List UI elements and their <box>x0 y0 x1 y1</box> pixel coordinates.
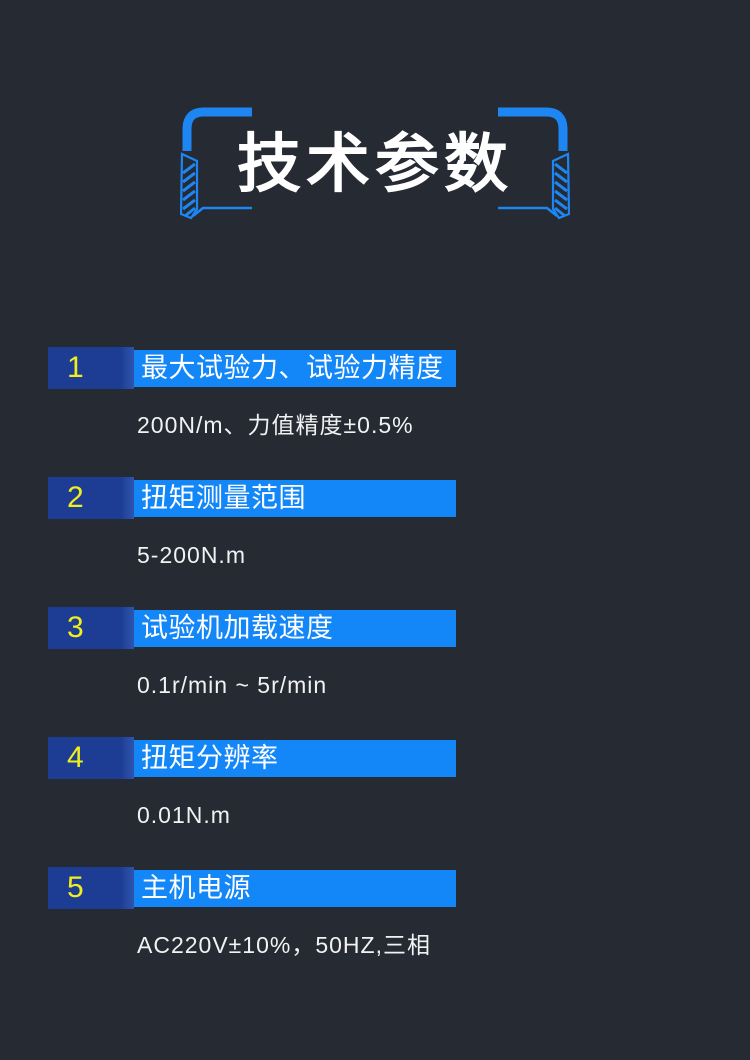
parameter-name-bar: 主机电源 <box>134 869 456 907</box>
title-bracket-left-icon <box>180 107 252 220</box>
parameter-number: 2 <box>48 477 134 519</box>
parameter-number: 3 <box>48 607 134 649</box>
parameter-value: 0.1r/min ~ 5r/min <box>137 672 328 698</box>
parameter-number: 5 <box>48 867 134 909</box>
parameter-name-bar: 扭矩分辨率 <box>134 739 456 777</box>
parameter-header: 3 试验机加载速度 <box>48 607 456 649</box>
parameter-list: 1 最大试验力、试验力精度 200N/m、力值精度±0.5% 2 扭矩测量范围 … <box>48 347 708 997</box>
parameter-row: 2 扭矩测量范围 5-200N.m <box>48 477 708 568</box>
parameter-number: 1 <box>48 347 134 389</box>
parameter-number: 4 <box>48 737 134 779</box>
parameter-name-bar: 扭矩测量范围 <box>134 479 456 517</box>
parameter-value: 200N/m、力值精度±0.5% <box>137 412 414 438</box>
parameter-header: 1 最大试验力、试验力精度 <box>48 347 456 389</box>
title-area: 技术参数 <box>0 0 750 250</box>
parameter-header: 4 扭矩分辨率 <box>48 737 456 779</box>
parameter-name-bar: 试验机加载速度 <box>134 609 456 647</box>
parameter-row: 1 最大试验力、试验力精度 200N/m、力值精度±0.5% <box>48 347 708 438</box>
title-bracket-right-icon <box>498 107 570 220</box>
parameter-value: 0.01N.m <box>137 802 231 828</box>
parameter-row: 4 扭矩分辨率 0.01N.m <box>48 737 708 828</box>
parameter-row: 3 试验机加载速度 0.1r/min ~ 5r/min <box>48 607 708 698</box>
parameter-value: AC220V±10%，50HZ,三相 <box>137 932 431 958</box>
parameter-header: 2 扭矩测量范围 <box>48 477 456 519</box>
parameter-header: 5 主机电源 <box>48 867 456 909</box>
parameter-row: 5 主机电源 AC220V±10%，50HZ,三相 <box>48 867 708 958</box>
parameter-name-bar: 最大试验力、试验力精度 <box>134 349 456 387</box>
parameter-value: 5-200N.m <box>137 542 246 568</box>
page-title: 技术参数 <box>237 128 513 200</box>
